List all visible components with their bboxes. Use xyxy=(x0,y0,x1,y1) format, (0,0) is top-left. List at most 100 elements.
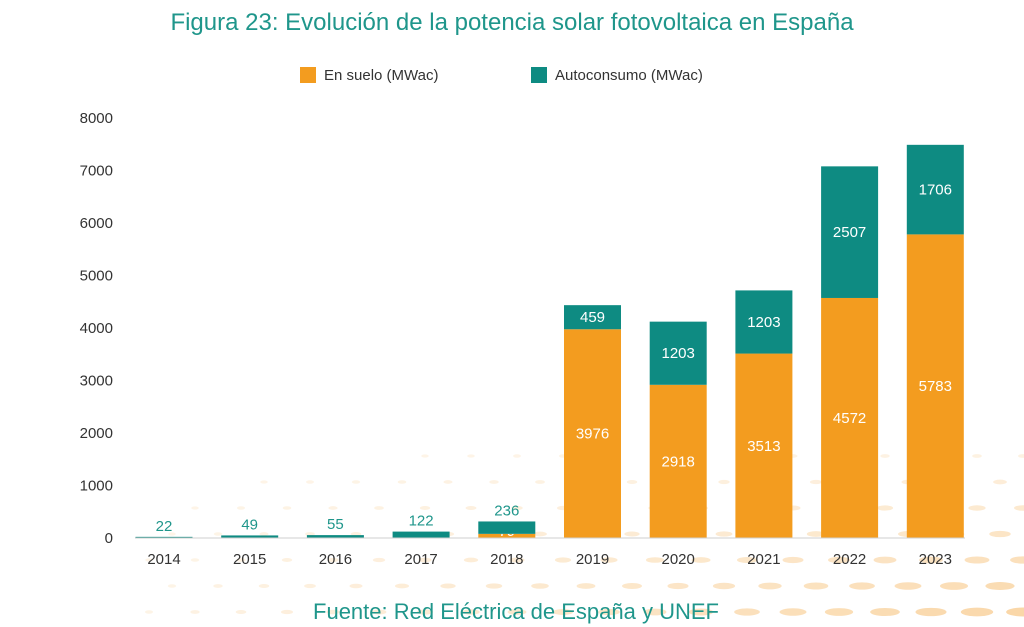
decor-dot xyxy=(258,584,270,588)
decor-dot xyxy=(236,558,246,562)
decor-dot xyxy=(598,608,620,616)
decor-dot xyxy=(260,480,268,484)
decor-dot xyxy=(960,607,994,617)
x-tick-label: 2014 xyxy=(147,551,180,568)
decor-dot xyxy=(993,479,1007,485)
legend-swatch xyxy=(300,67,316,83)
decor-dot xyxy=(972,454,982,458)
y-tick-label: 4000 xyxy=(80,320,113,337)
data-label-en-suelo-2020: 2918 xyxy=(662,453,695,470)
decor-dot xyxy=(554,557,572,563)
decor-dot xyxy=(489,480,499,484)
y-tick-label: 6000 xyxy=(80,215,113,232)
decor-dot xyxy=(779,608,807,616)
decor-dot xyxy=(191,506,199,510)
x-tick-label: 2023 xyxy=(919,551,952,568)
decor-dot xyxy=(758,582,782,590)
decor-dot xyxy=(349,583,363,589)
decor-dot xyxy=(718,479,730,485)
chart-title: Figura 23: Evolución de la potencia sola… xyxy=(170,9,854,36)
x-tick-label: 2020 xyxy=(662,551,695,568)
decor-dot xyxy=(531,583,549,589)
decor-dot xyxy=(873,556,897,564)
x-tick-label: 2016 xyxy=(319,551,352,568)
data-label-en-suelo-2021: 3513 xyxy=(747,438,780,455)
y-tick-label: 3000 xyxy=(80,373,113,390)
decor-dot xyxy=(281,558,293,562)
decor-dot xyxy=(282,506,292,510)
bar-en-suelo-2020 xyxy=(649,384,707,538)
decor-dot xyxy=(985,582,1015,590)
bars: 2249551227923639764592918120335131203457… xyxy=(135,144,964,540)
decor-dot xyxy=(645,557,665,563)
bar-en-suelo-2022 xyxy=(821,297,879,538)
decor-dot xyxy=(824,608,854,616)
bar-en-suelo-2021 xyxy=(735,353,793,538)
decor-dot xyxy=(190,558,200,562)
decor-dot xyxy=(371,609,387,615)
data-label-autoconsumo-2015: 49 xyxy=(241,516,258,533)
bar-autoconsumo-2021 xyxy=(735,290,793,354)
x-tick-label: 2022 xyxy=(833,551,866,568)
decor-dot xyxy=(989,530,1011,538)
decor-dot xyxy=(894,582,922,590)
y-tick-label: 5000 xyxy=(80,268,113,285)
decor-dot xyxy=(419,506,431,510)
decor-dot xyxy=(968,505,986,511)
decor-dot xyxy=(828,556,850,564)
decor-dot xyxy=(915,607,947,617)
bar-autoconsumo-2016 xyxy=(306,535,364,538)
decor-dot xyxy=(736,556,758,564)
decor-dot xyxy=(418,557,432,563)
decor-dot xyxy=(806,531,826,537)
decor-dot xyxy=(509,557,525,563)
decor-dot xyxy=(421,454,429,458)
bar-autoconsumo-2017 xyxy=(392,531,450,538)
decor-dot xyxy=(533,531,547,537)
decor-dot xyxy=(803,582,829,590)
decor-dot xyxy=(964,556,990,564)
bar-en-suelo-2023 xyxy=(906,234,964,538)
decor-dot xyxy=(463,557,479,563)
decor-dot xyxy=(691,557,711,563)
data-label-autoconsumo-2014: 22 xyxy=(156,518,173,535)
y-tick-label: 0 xyxy=(105,530,113,547)
decor-dot xyxy=(394,583,410,589)
decor-dot xyxy=(259,532,269,536)
decor-dot xyxy=(715,531,733,537)
decor-dot xyxy=(190,610,200,614)
legend-label: Autoconsumo (MWac) xyxy=(555,67,703,84)
bar-autoconsumo-2023 xyxy=(906,144,964,235)
decor-dot xyxy=(304,583,316,589)
y-tick-label: 7000 xyxy=(80,163,113,180)
decor-dot xyxy=(374,506,384,510)
bar-en-suelo-2019 xyxy=(564,329,621,538)
legend-label: En suelo (MWac) xyxy=(324,67,438,84)
decor-dot xyxy=(876,505,894,511)
bar-autoconsumo-2022 xyxy=(821,166,879,298)
decor-dot xyxy=(465,505,477,511)
decor-dot xyxy=(328,506,338,510)
decor-dot xyxy=(511,505,523,511)
decor-dot xyxy=(213,584,223,588)
decor-dot xyxy=(809,479,823,485)
decor-dot xyxy=(624,531,640,537)
decor-dot xyxy=(667,582,689,590)
decor-dot xyxy=(880,454,890,458)
data-label-autoconsumo-2020: 1203 xyxy=(662,345,695,362)
y-tick-label: 2000 xyxy=(80,425,113,442)
decor-dot xyxy=(305,532,315,536)
data-label-autoconsumo-2023: 1706 xyxy=(919,182,952,199)
bar-autoconsumo-2014 xyxy=(135,536,193,538)
decor-dot xyxy=(397,480,407,484)
decor-dot xyxy=(306,480,314,484)
decor-dot xyxy=(688,608,714,616)
decor-dot xyxy=(1010,556,1024,564)
data-label-en-suelo-2019: 3976 xyxy=(576,426,609,443)
decor-dot xyxy=(600,557,618,563)
decor-dot xyxy=(712,582,736,590)
decor-dot xyxy=(440,583,456,589)
data-label-autoconsumo-2019: 459 xyxy=(580,309,605,326)
data-label-autoconsumo-2021: 1203 xyxy=(747,314,780,331)
